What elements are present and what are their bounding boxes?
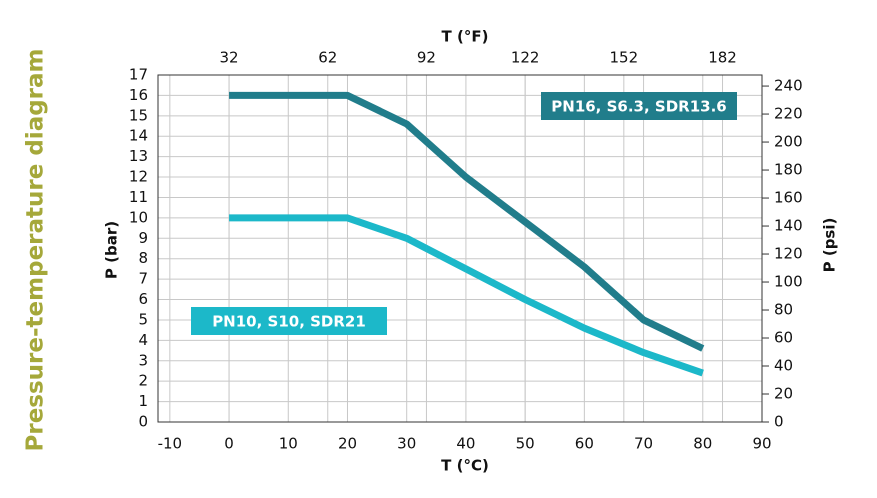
x-tick-label: 10 [279, 435, 298, 453]
x-tick-label: 90 [752, 435, 771, 453]
x-tick-label: 50 [516, 435, 535, 453]
y-tick-label: 16 [129, 86, 148, 104]
plot-frame [157, 74, 763, 423]
y-tick-label: 0 [138, 413, 148, 431]
y-tick-label: 4 [138, 331, 148, 349]
y-tick-label: 11 [129, 188, 148, 206]
x-tick-label: 40 [456, 435, 475, 453]
x2-tick-label: 152 [610, 49, 639, 67]
x-tick-label: 0 [224, 435, 234, 453]
x2-tick-label: 122 [511, 49, 540, 67]
y-tick-label: 3 [138, 351, 148, 369]
chart-title: Pressure-temperature diagram [23, 48, 49, 451]
x-tick-label: -10 [158, 435, 183, 453]
x-tick-label: 30 [397, 435, 416, 453]
y2-tick-label: 120 [774, 245, 803, 263]
x-tick-label: 80 [693, 435, 712, 453]
y2-tick-label: 80 [774, 301, 793, 319]
y2-tick-label: 100 [774, 273, 803, 291]
series-line [229, 214, 704, 377]
y-tick-label: 10 [129, 208, 148, 226]
y2-tick-label: 240 [774, 77, 803, 95]
y2-tick-label: 20 [774, 385, 793, 403]
y-tick-label: 8 [138, 249, 148, 267]
y2-tick-label: 40 [774, 357, 793, 375]
y-tick-label: 5 [138, 310, 148, 328]
y-axis-label: P (bar) [103, 221, 121, 279]
y2-tick-label: 220 [774, 105, 803, 123]
y2-tick-label: 200 [774, 133, 803, 151]
y-tick-label: 9 [138, 229, 148, 247]
x-tick-label: 60 [575, 435, 594, 453]
y-tick-label: 14 [129, 127, 148, 145]
x2-tick-label: 62 [318, 49, 337, 67]
x-axis-label: T (°C) [441, 457, 489, 475]
y2-tick-label: 0 [774, 413, 784, 431]
x2-tick-label: 182 [708, 49, 737, 67]
y-tick-label: 15 [129, 106, 148, 124]
y-tick-label: 13 [129, 147, 148, 165]
x-tick-label: 70 [634, 435, 653, 453]
y-tick-label: 1 [138, 392, 148, 410]
y2-tick-label: 180 [774, 161, 803, 179]
legend-box [541, 92, 737, 120]
y2-tick-label: 160 [774, 189, 803, 207]
y-tick-label: 7 [138, 270, 148, 288]
y-tick-label: 2 [138, 372, 148, 390]
series-line [229, 91, 705, 352]
x2-tick-label: 92 [417, 49, 436, 67]
legend-box [191, 307, 387, 335]
y-tick-label: 17 [129, 66, 148, 84]
y-tick-label: 12 [129, 168, 148, 186]
y-tick-label: 6 [138, 290, 148, 308]
x2-tick-label: 32 [220, 49, 239, 67]
legend-label: PN16, S6.3, SDR13.6 [551, 98, 726, 116]
y2-tick-label: 60 [774, 329, 793, 347]
x-tick-label: 20 [338, 435, 357, 453]
y2-tick-label: 140 [774, 217, 803, 235]
y2-axis-label: P (psi) [821, 218, 839, 273]
legend-label: PN10, S10, SDR21 [212, 313, 366, 331]
x2-axis-label: T (°F) [442, 28, 489, 46]
